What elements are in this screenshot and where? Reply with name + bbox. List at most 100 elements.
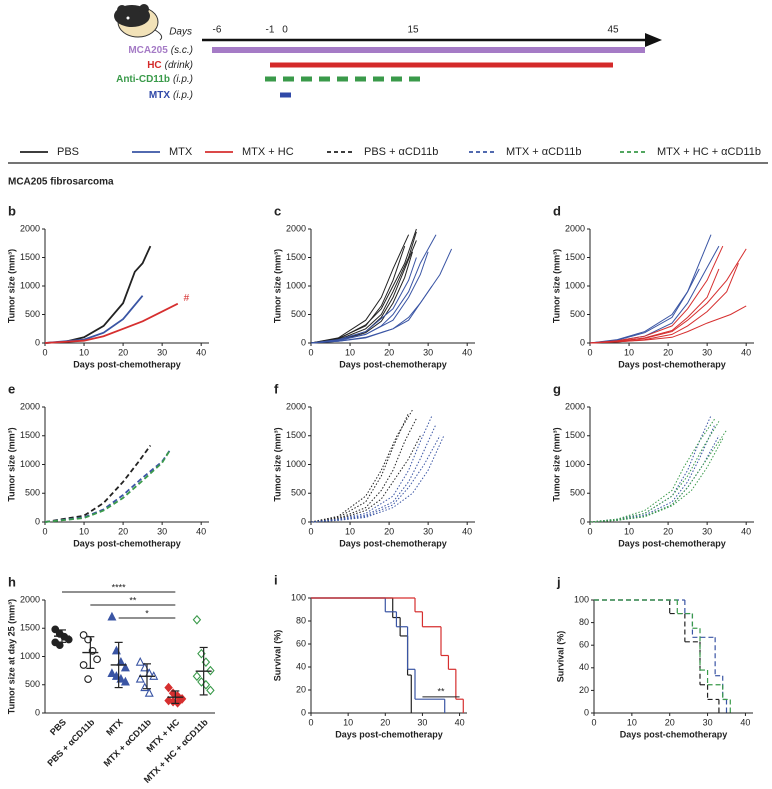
x-tick-label: 30	[423, 347, 433, 357]
x-tick-label: 10	[345, 347, 355, 357]
x-tick-label: 40	[740, 717, 750, 727]
timeline-tick: -6	[213, 25, 222, 36]
tumor-curve	[589, 245, 720, 344]
x-tick-label: 20	[384, 347, 394, 357]
category-label: MTX	[104, 717, 125, 738]
y-axis-title: Tumor size (mm³)	[6, 427, 16, 501]
tumor-curve	[310, 285, 433, 344]
y-tick-label: 0	[301, 337, 306, 347]
significance-label: **	[129, 595, 137, 605]
x-tick-label: 40	[462, 526, 472, 536]
y-tick-label: 1500	[20, 430, 40, 440]
x-tick-label: 0	[591, 717, 596, 727]
y-tick-label: 500	[570, 488, 585, 498]
panel-letter: j	[556, 574, 561, 589]
tumor-curve	[589, 305, 747, 344]
tumor-curve	[310, 251, 413, 344]
treatment-route: (drink)	[165, 60, 193, 71]
treatment-route: (i.p.)	[173, 74, 193, 85]
x-tick-label: 20	[118, 347, 128, 357]
x-axis-title: Days post-chemotherapy	[620, 729, 728, 739]
y-tick-label: 2000	[286, 401, 306, 411]
x-axis-title: Days post-chemotherapy	[73, 538, 181, 548]
x-axis-title: Days post-chemotherapy	[339, 538, 447, 548]
x-tick-label: 10	[343, 717, 353, 727]
timeline-tick: 45	[607, 25, 619, 36]
x-tick-label: 20	[380, 717, 390, 727]
treatment-label: Anti-CD11b (i.p.)	[116, 74, 193, 85]
legend-label: MTX	[169, 146, 193, 158]
treatment-label: HC (drink)	[147, 60, 193, 71]
y-tick-label: 500	[291, 488, 306, 498]
x-tick-label: 10	[79, 526, 89, 536]
y-tick-label: 2000	[20, 401, 40, 411]
tumor-curve	[589, 421, 720, 523]
y-tick-label: 2000	[286, 223, 306, 233]
y-axis-title: Survival (%)	[272, 630, 282, 682]
y-tick-label: 100	[574, 594, 589, 604]
x-axis-title: Days post-chemotherapy	[618, 538, 726, 548]
legend-label: MTX + HC	[242, 146, 294, 158]
x-axis-title: Days post-chemotherapy	[339, 359, 447, 369]
y-tick-label: 500	[291, 309, 306, 319]
x-tick-label: 20	[665, 717, 675, 727]
x-tick-label: 40	[455, 717, 465, 727]
y-tick-label: 0	[35, 516, 40, 526]
treatment-route: (s.c.)	[171, 45, 193, 56]
legend-label: PBS	[57, 146, 79, 158]
tumor-curve	[310, 424, 437, 523]
tumor-curve	[310, 240, 417, 344]
y-tick-label: 1000	[20, 459, 40, 469]
treatment-label: MTX (i.p.)	[149, 90, 193, 101]
data-point	[144, 688, 154, 697]
tumor-curve	[310, 435, 421, 523]
panel-letter: g	[553, 381, 561, 396]
y-tick-label: 1500	[565, 430, 585, 440]
data-point	[192, 614, 202, 625]
tumor-curve	[589, 418, 716, 523]
treatment-name: Anti-CD11b	[116, 74, 170, 85]
x-tick-label: 10	[345, 526, 355, 536]
y-tick-label: 500	[25, 309, 40, 319]
y-tick-label: 40	[579, 662, 589, 672]
x-axis-title: Days post-chemotherapy	[335, 729, 443, 739]
section-title: MCA205 fibrosarcoma	[8, 177, 114, 188]
data-point	[192, 671, 202, 682]
tumor-curve	[310, 409, 413, 523]
y-tick-label: 500	[25, 679, 40, 689]
data-point	[107, 611, 117, 621]
data-point	[120, 676, 130, 686]
y-tick-label: 0	[584, 707, 589, 717]
legend-label: MTX + αCD11b	[506, 146, 582, 158]
y-tick-label: 1500	[286, 252, 306, 262]
tumor-curve	[44, 302, 179, 344]
tumor-curve	[589, 234, 712, 344]
x-tick-label: 0	[308, 717, 313, 727]
x-tick-label: 30	[157, 526, 167, 536]
x-tick-label: 30	[702, 347, 712, 357]
data-point	[64, 635, 73, 644]
y-tick-label: 1500	[20, 623, 40, 633]
y-tick-label: 1000	[565, 280, 585, 290]
tumor-curve	[589, 424, 716, 523]
treatment-name: HC	[147, 60, 161, 71]
y-axis-title: Tumor size (mm³)	[6, 249, 16, 323]
y-axis-title: Tumor size (mm³)	[551, 249, 561, 323]
x-tick-label: 10	[79, 347, 89, 357]
panel-letter: f	[274, 381, 279, 396]
tumor-curve	[310, 418, 417, 523]
y-tick-label: 2000	[565, 223, 585, 233]
y-axis-title: Tumor size (mm³)	[551, 427, 561, 501]
data-point	[93, 655, 101, 664]
y-tick-label: 20	[296, 684, 306, 694]
x-tick-label: 10	[624, 526, 634, 536]
x-tick-label: 40	[462, 347, 472, 357]
x-tick-label: 30	[703, 717, 713, 727]
x-tick-label: 30	[417, 717, 427, 727]
data-point	[79, 631, 88, 639]
y-tick-label: 0	[580, 337, 585, 347]
x-tick-label: 20	[663, 526, 673, 536]
y-tick-label: 500	[570, 309, 585, 319]
panel-letter: b	[8, 203, 16, 218]
